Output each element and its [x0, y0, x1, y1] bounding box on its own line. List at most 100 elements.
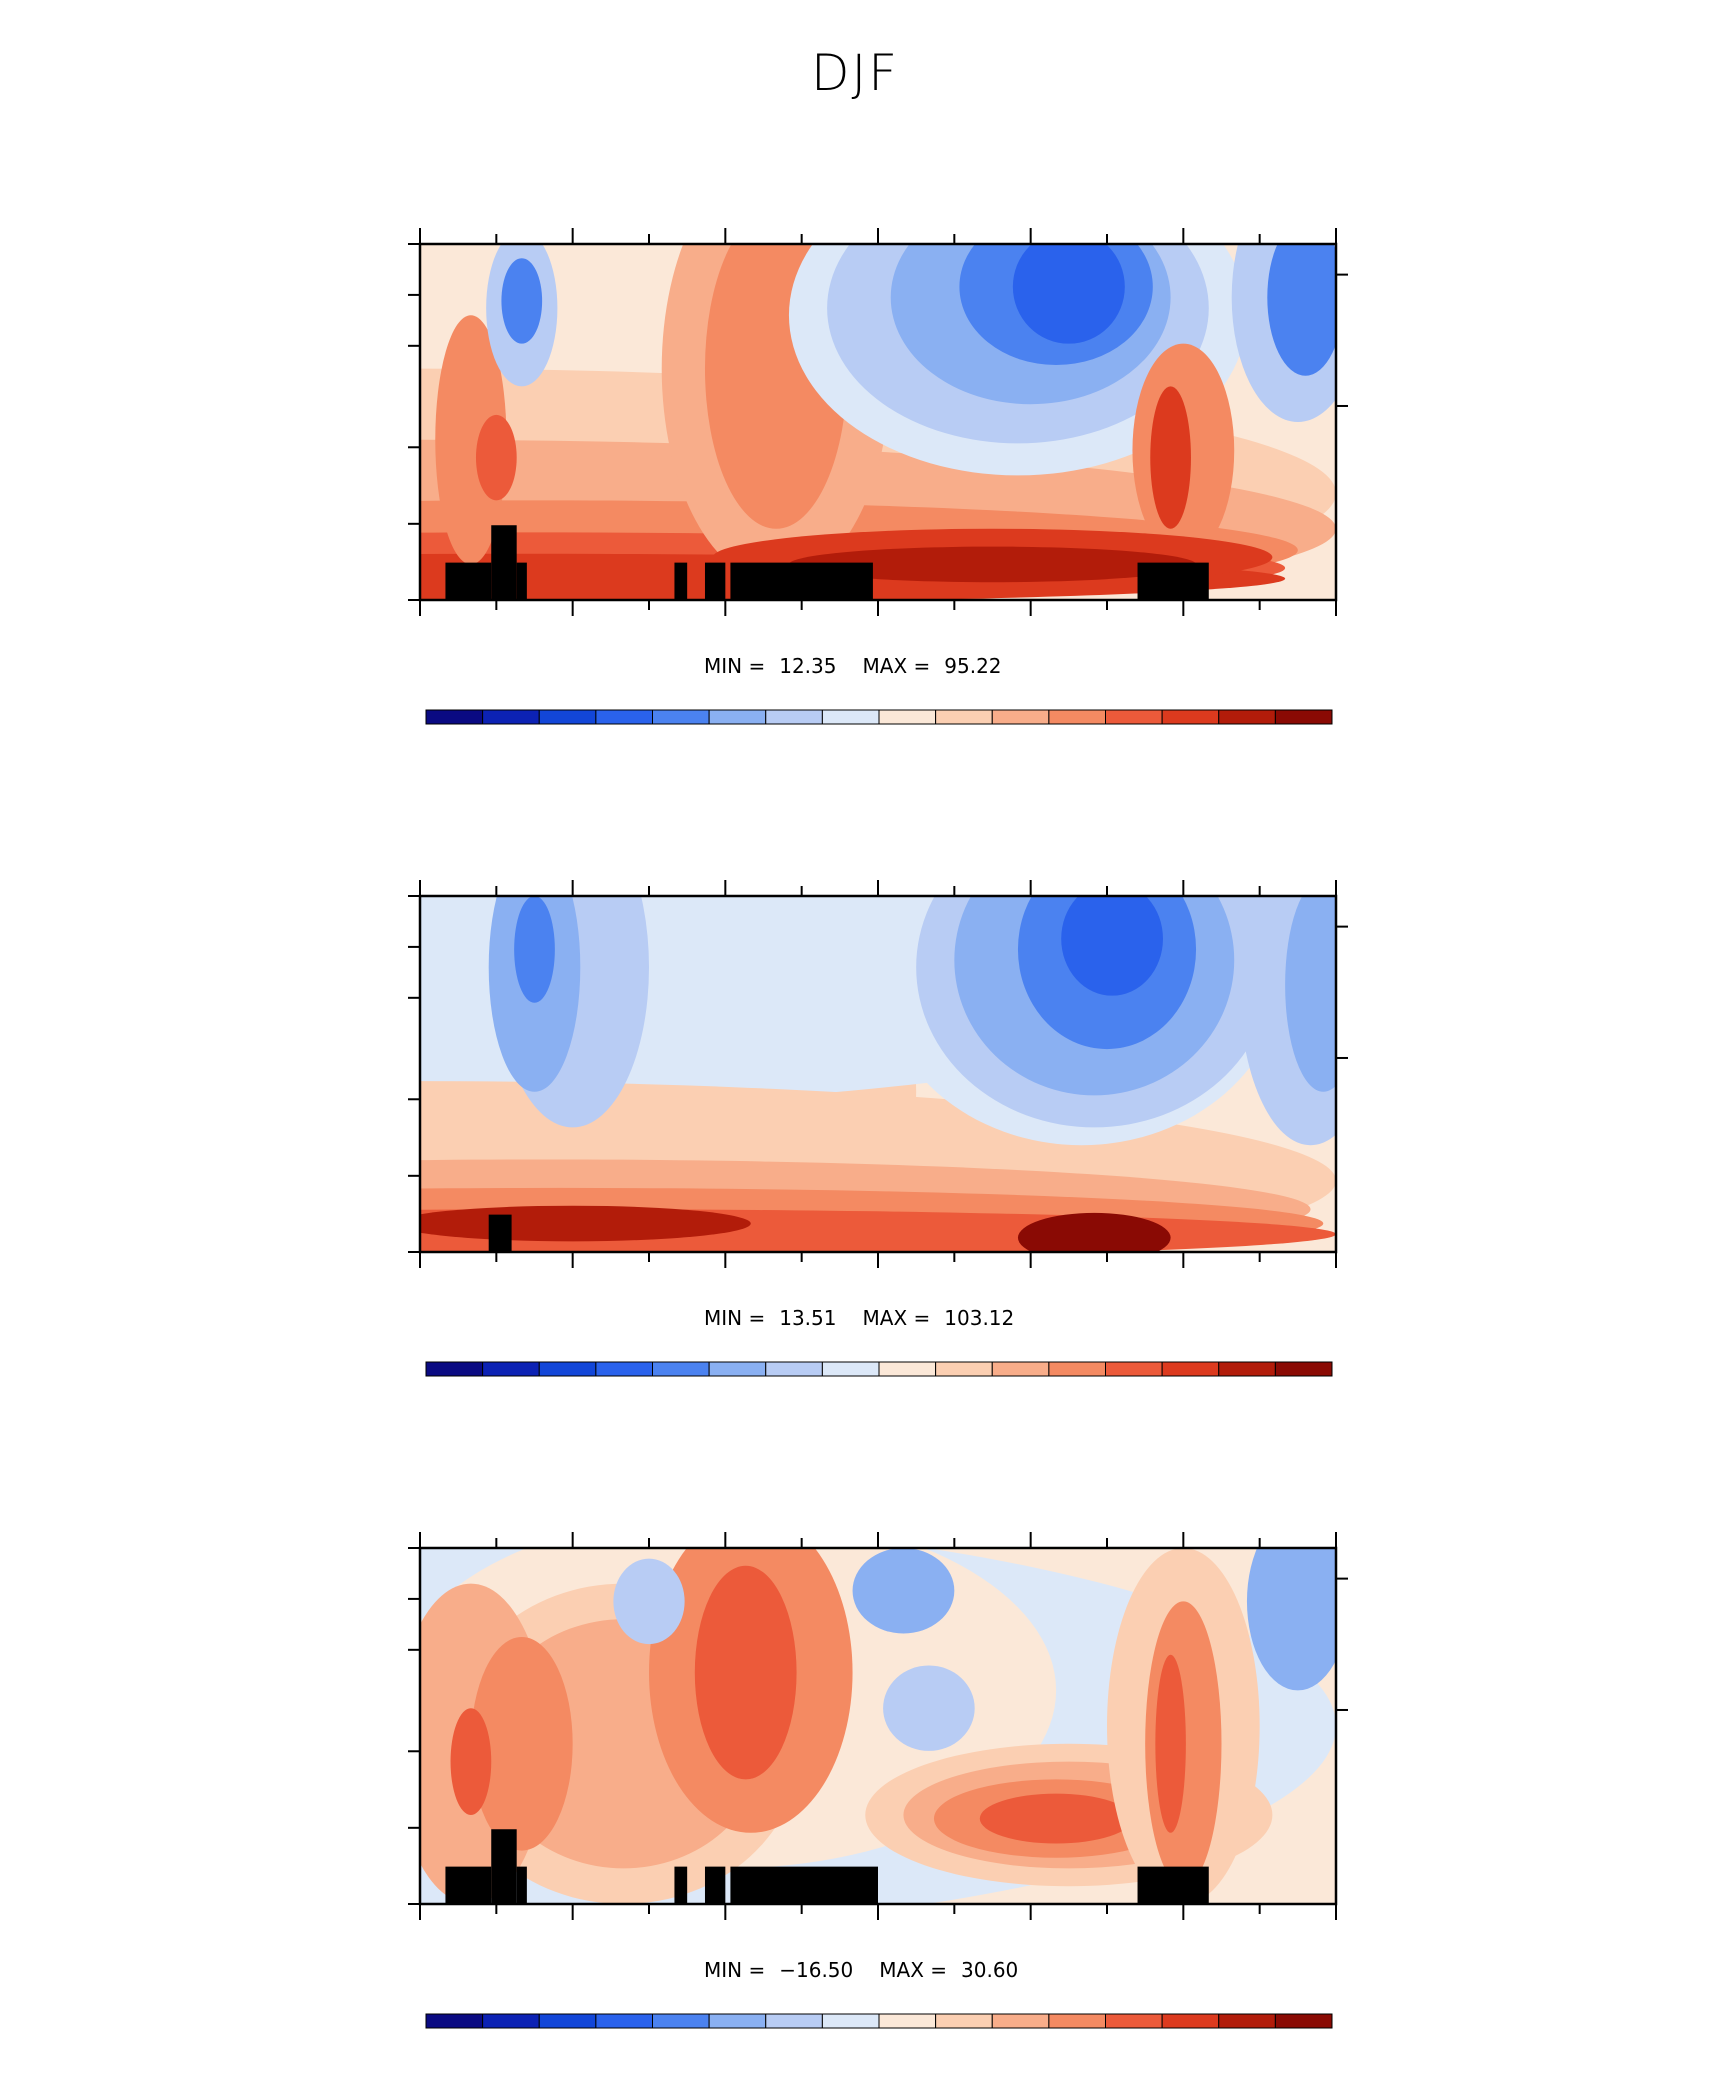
- colorbar-swatch: [425, 709, 484, 725]
- min-max-readout: MIN = 12.35 MAX = 95.22: [704, 654, 1016, 678]
- land-mask: [445, 1866, 492, 1904]
- chart-svg: [408, 228, 1348, 725]
- colorbar-swatch: [821, 2013, 880, 2029]
- colorbar-swatch: [652, 1361, 710, 1377]
- colorbar-swatch: [878, 2013, 937, 2029]
- contour-region: [1246, 1548, 1336, 1691]
- colorbar-swatch: [425, 2013, 484, 2029]
- colorbar-swatch: [708, 1361, 767, 1377]
- min-max-readout: MIN = −16.50 MAX = 30.60: [704, 1958, 1032, 1982]
- chart-panel-1: MIN = 12.35 MAX = 95.22: [0, 128, 1710, 778]
- land-mask: [1137, 1866, 1209, 1904]
- colorbar-swatch: [1218, 2013, 1276, 2029]
- colorbar-swatch: [538, 2013, 597, 2029]
- colorbar-swatch: [708, 2013, 767, 2029]
- land-mask: [516, 562, 527, 600]
- colorbar-swatch: [1048, 709, 1106, 725]
- contour-region: [694, 1565, 797, 1780]
- colorbar-swatch: [821, 709, 880, 725]
- contour-region: [470, 1637, 573, 1851]
- contour-field: [420, 1548, 1336, 1904]
- land-mask: [730, 1866, 878, 1904]
- land-mask: [445, 562, 492, 600]
- colorbar-swatch: [538, 1361, 597, 1377]
- contour-region: [1012, 244, 1125, 344]
- contour-region: [450, 1708, 492, 1815]
- colorbar-swatch: [765, 709, 823, 725]
- min-max-readout: MIN = 13.51 MAX = 103.12: [704, 1306, 1028, 1330]
- land-mask: [674, 562, 688, 600]
- contour-region: [852, 1548, 955, 1634]
- contour-region: [1267, 244, 1336, 376]
- colorbar-swatch: [1161, 1361, 1220, 1377]
- max-label: MAX =: [862, 1306, 931, 1330]
- contour-region: [788, 546, 1197, 583]
- max-label: MAX =: [879, 1958, 948, 1982]
- colorbar-swatch: [1274, 709, 1333, 725]
- colorbar-swatch: [935, 1361, 993, 1377]
- contour-region: [1061, 896, 1163, 996]
- chart-svg: [408, 1532, 1348, 2029]
- colorbar-swatch: [652, 2013, 710, 2029]
- colorbar-swatch: [991, 709, 1050, 725]
- contour-region: [883, 1665, 975, 1751]
- chart-panel-3: MIN = −16.50 MAX = 30.60: [0, 1432, 1710, 2082]
- contour-region: [420, 1205, 751, 1242]
- land-mask: [704, 562, 726, 600]
- colorbar-swatch: [935, 709, 993, 725]
- land-mask: [704, 1866, 726, 1904]
- colorbar-swatch: [538, 709, 597, 725]
- contour-region: [1017, 1212, 1171, 1252]
- land-mask: [491, 525, 517, 600]
- max-value: 103.12: [944, 1306, 1015, 1330]
- colorbar-swatch: [991, 2013, 1050, 2029]
- contour-region: [1155, 1654, 1186, 1833]
- max-value: 95.22: [944, 654, 1002, 678]
- colorbar-swatch: [1048, 1361, 1106, 1377]
- contour-region: [501, 258, 543, 344]
- colorbar-swatch: [1218, 1361, 1276, 1377]
- colorbar-swatch: [1274, 1361, 1333, 1377]
- colorbar-swatch: [1161, 2013, 1220, 2029]
- colorbar-swatch: [708, 709, 767, 725]
- contour-region: [979, 1793, 1133, 1844]
- figure-title: DJF: [810, 44, 899, 102]
- land-mask: [1137, 562, 1209, 600]
- colorbar-swatch: [1274, 2013, 1333, 2029]
- min-value: 13.51: [779, 1306, 837, 1330]
- colorbar-swatch: [991, 1361, 1050, 1377]
- colorbar-swatch: [482, 1361, 540, 1377]
- colorbar-swatch: [765, 1361, 823, 1377]
- colorbar-swatch: [595, 1361, 653, 1377]
- colorbar-swatch: [1105, 709, 1163, 725]
- contour-region: [1150, 386, 1191, 529]
- colorbar-swatch: [482, 709, 540, 725]
- max-value: 30.60: [961, 1958, 1019, 1982]
- chart-svg: [408, 880, 1348, 1377]
- contour-region: [613, 1558, 685, 1645]
- land-mask: [491, 1829, 517, 1904]
- land-mask: [488, 1214, 512, 1252]
- colorbar-swatch: [878, 1361, 937, 1377]
- colorbar-swatch: [765, 2013, 823, 2029]
- colorbar-swatch: [595, 709, 653, 725]
- min-value: −16.50: [779, 1958, 854, 1982]
- colorbar-swatch: [1218, 709, 1276, 725]
- min-label: MIN =: [704, 654, 766, 678]
- land-mask: [730, 562, 873, 600]
- colorbar-swatch: [821, 1361, 880, 1377]
- land-mask: [674, 1866, 688, 1904]
- contour-region: [435, 315, 507, 565]
- land-mask: [516, 1866, 527, 1904]
- min-label: MIN =: [704, 1306, 766, 1330]
- chart-panel-2: MIN = 13.51 MAX = 103.12: [0, 780, 1710, 1430]
- colorbar-swatch: [482, 2013, 540, 2029]
- colorbar-swatch: [878, 709, 937, 725]
- contour-region: [475, 414, 517, 501]
- colorbar-swatch: [1048, 2013, 1106, 2029]
- colorbar-swatch: [1105, 2013, 1163, 2029]
- contour-field: [420, 896, 1336, 1252]
- min-value: 12.35: [779, 654, 837, 678]
- colorbar-swatch: [935, 2013, 993, 2029]
- colorbar-swatch: [652, 709, 710, 725]
